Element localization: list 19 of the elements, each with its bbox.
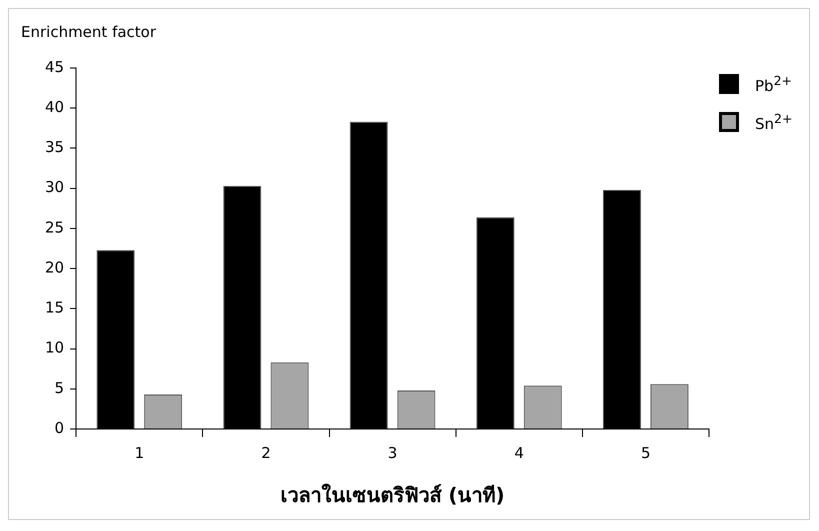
- y-tick-label: 30: [44, 178, 64, 196]
- y-tick-label: 10: [44, 338, 64, 357]
- y-tick-label: 45: [44, 58, 64, 76]
- y-tick-label: 0: [54, 418, 64, 437]
- y-tick-label: 35: [44, 138, 64, 156]
- y-tick-label: 20: [44, 258, 64, 276]
- y-tick-label: 5: [54, 378, 64, 397]
- y-tick-label: 25: [44, 218, 64, 236]
- x-axis-title: เวลาในเซนตริฟิวส์ (นาที): [280, 483, 505, 508]
- y-axis-title: Enrichment factor: [21, 23, 156, 41]
- x-tick-label: 4: [514, 444, 524, 462]
- x-tick-label: 1: [134, 444, 144, 462]
- y-tick-label: 15: [44, 298, 64, 317]
- x-tick-label: 3: [388, 444, 398, 462]
- legend-label: Pb$^{2+}$: [755, 73, 792, 95]
- y-tick-label: 40: [44, 98, 64, 116]
- legend-label: Sn$^{2+}$: [755, 111, 792, 133]
- x-tick-label: 2: [261, 444, 271, 462]
- x-tick-label: 5: [640, 444, 650, 462]
